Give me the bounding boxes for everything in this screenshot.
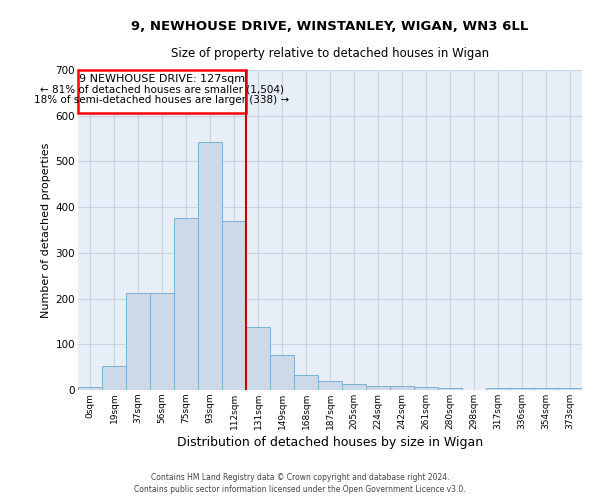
Text: Contains public sector information licensed under the Open Government Licence v3: Contains public sector information licen… bbox=[134, 485, 466, 494]
Text: 9, NEWHOUSE DRIVE, WINSTANLEY, WIGAN, WN3 6LL: 9, NEWHOUSE DRIVE, WINSTANLEY, WIGAN, WN… bbox=[131, 20, 529, 33]
Bar bbox=[270, 356, 294, 390]
Bar bbox=[366, 386, 390, 390]
Text: Size of property relative to detached houses in Wigan: Size of property relative to detached ho… bbox=[171, 48, 489, 60]
Bar bbox=[102, 366, 126, 390]
Text: 9 NEWHOUSE DRIVE: 127sqm: 9 NEWHOUSE DRIVE: 127sqm bbox=[79, 74, 245, 84]
Bar bbox=[222, 222, 246, 390]
Bar bbox=[558, 388, 582, 390]
Bar bbox=[534, 388, 558, 390]
Bar bbox=[486, 388, 510, 390]
Bar bbox=[246, 327, 270, 390]
Y-axis label: Number of detached properties: Number of detached properties bbox=[41, 142, 52, 318]
Bar bbox=[342, 384, 366, 390]
Bar bbox=[78, 70, 246, 114]
Bar bbox=[510, 388, 534, 390]
Bar bbox=[78, 387, 102, 390]
Bar bbox=[126, 293, 150, 390]
Text: ← 81% of detached houses are smaller (1,504): ← 81% of detached houses are smaller (1,… bbox=[40, 84, 284, 94]
Bar bbox=[414, 388, 438, 390]
Bar bbox=[318, 382, 342, 390]
Bar bbox=[294, 376, 318, 390]
Bar bbox=[150, 293, 174, 390]
Bar bbox=[174, 218, 198, 390]
Text: Contains HM Land Registry data © Crown copyright and database right 2024.: Contains HM Land Registry data © Crown c… bbox=[151, 474, 449, 482]
Bar bbox=[198, 142, 222, 390]
X-axis label: Distribution of detached houses by size in Wigan: Distribution of detached houses by size … bbox=[177, 436, 483, 449]
Text: 18% of semi-detached houses are larger (338) →: 18% of semi-detached houses are larger (… bbox=[34, 95, 290, 105]
Bar bbox=[390, 386, 414, 390]
Bar bbox=[438, 388, 462, 390]
